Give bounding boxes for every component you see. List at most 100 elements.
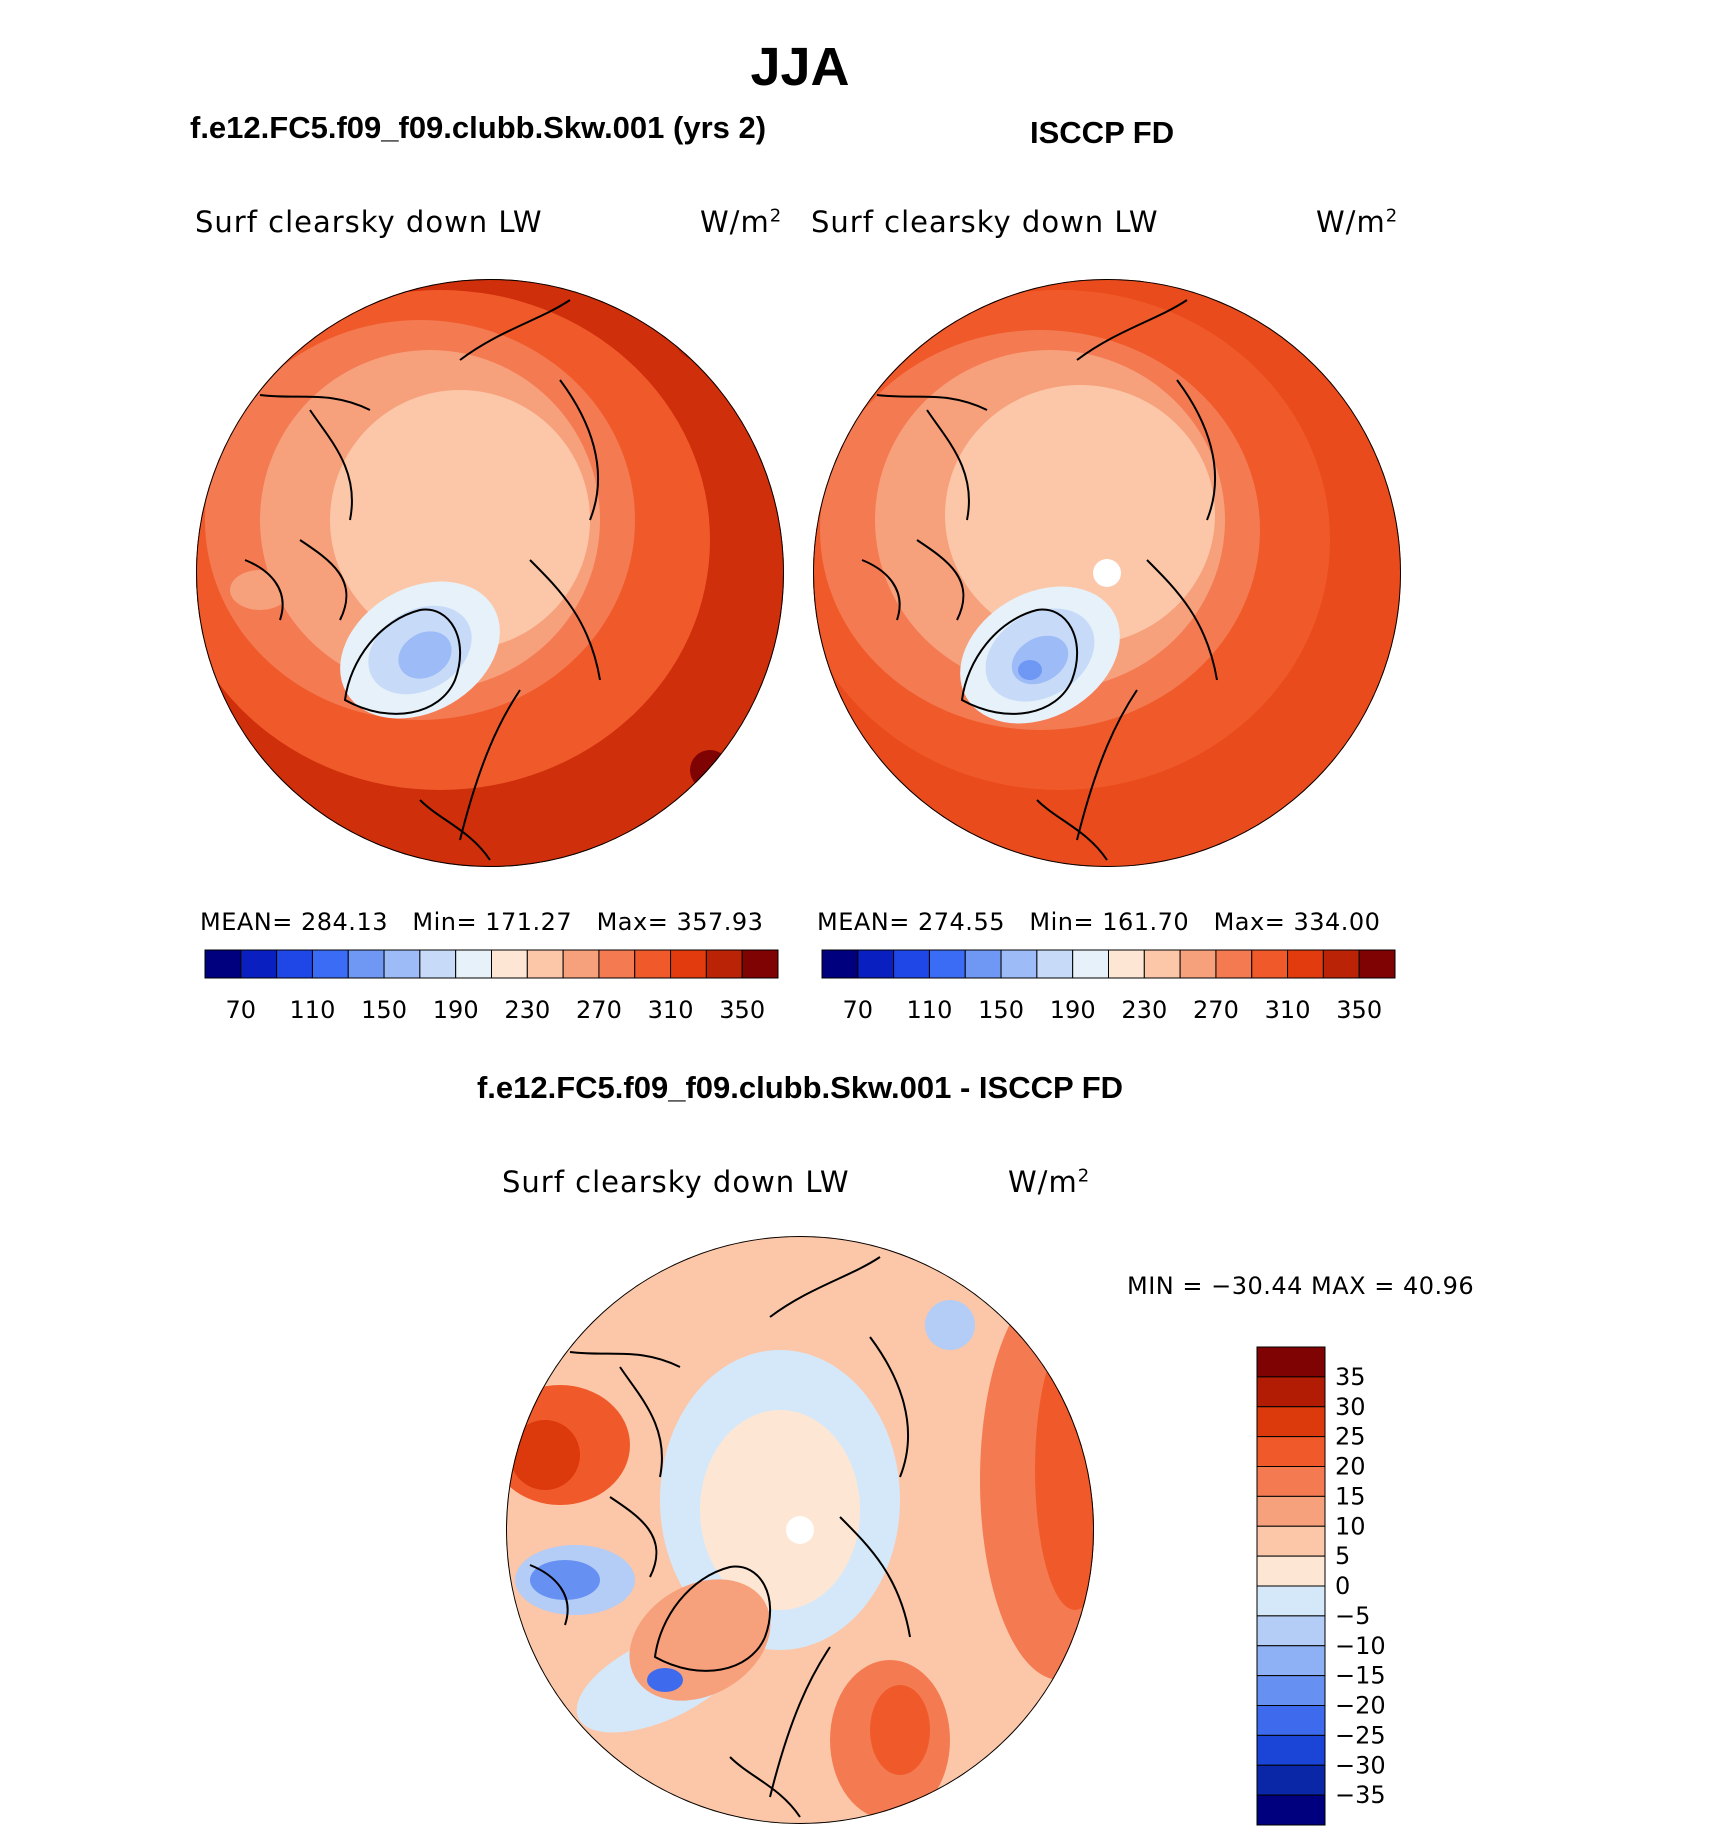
panel-3-colorbar-swatch xyxy=(1256,1705,1326,1736)
panel-2-min: 161.70 xyxy=(1102,908,1190,936)
panel-3-variable: Surf clearsky down LW xyxy=(502,1165,850,1199)
panel-2-colorbar-swatch xyxy=(1143,949,1181,979)
panel-1-colorbar-swatch xyxy=(741,949,779,979)
panel-1-max: 357.93 xyxy=(676,908,764,936)
panel-2-colorbar: 70 110 150 190 230 270 310 350 xyxy=(821,949,1396,1024)
panel-1-colorbar-swatch xyxy=(598,949,636,979)
panel-1-stats: MEAN= 284.13 Min= 171.27 Max= 357.93 xyxy=(200,908,764,936)
panel-3-colorbar-swatch xyxy=(1256,1585,1326,1617)
panel-1-min: 171.27 xyxy=(485,908,573,936)
panel-3-colorbar-tick-label: 35 xyxy=(1335,1363,1366,1391)
panel-2-colorbar-tick-label: 350 xyxy=(1336,996,1382,1024)
panel-2-colorbar-swatch xyxy=(1036,949,1074,979)
panel-2-stats: MEAN= 274.55 Min= 161.70 Max= 334.00 xyxy=(817,908,1381,936)
panel-2-colorbar-tick-label: 270 xyxy=(1193,996,1239,1024)
panel-3-colorbar-swatch xyxy=(1256,1675,1326,1706)
panel-2-colorbar-swatch xyxy=(1179,949,1217,979)
panel-1-colorbar-swatch xyxy=(419,949,457,979)
panel-1-colorbar-tick-label: 190 xyxy=(433,996,479,1024)
panel-3-colorbar-tick-label: −5 xyxy=(1335,1602,1370,1630)
panel-2-colorbar-swatch xyxy=(1251,949,1289,979)
panel-1-units: W/m2 xyxy=(700,205,783,239)
panel-1-colorbar-tick-label: 310 xyxy=(648,996,694,1024)
panel-3-colorbar-swatch xyxy=(1256,1376,1326,1408)
panel-2-colorbar-swatch xyxy=(1108,949,1145,979)
panel-3-colorbar-tick-label: −25 xyxy=(1335,1721,1386,1749)
panel-2-colorbar-tick-label: 110 xyxy=(907,996,953,1024)
panel-1-colorbar-swatch xyxy=(276,949,313,979)
panel-2-colorbar-swatch xyxy=(1000,949,1038,979)
panel-2-title: ISCCP FD xyxy=(1030,115,1175,150)
panel-1-mean: 284.13 xyxy=(301,908,388,936)
panel-2-colorbar-tick-label: 310 xyxy=(1265,996,1311,1024)
panel-2-colorbar-swatch xyxy=(1072,949,1109,979)
panel-2-colorbar-tick-label: 150 xyxy=(978,996,1024,1024)
figure-title: JJA xyxy=(750,37,850,97)
panel-3-colorbar-tick-label: 20 xyxy=(1335,1453,1366,1481)
panel-2-colorbar-swatch xyxy=(857,949,895,979)
panel-1-colorbar-swatch xyxy=(670,949,707,979)
panel-2-colorbar-swatch xyxy=(893,949,930,979)
panel-2-colorbar-swatch xyxy=(1322,949,1360,979)
panel-1-colorbar-swatch xyxy=(347,949,385,979)
panel-2-map xyxy=(813,279,1401,867)
panel-1-colorbar-swatch xyxy=(562,949,600,979)
panel-3-colorbar-tick-label: −20 xyxy=(1335,1692,1386,1720)
panel-1-colorbar-swatch xyxy=(455,949,492,979)
panel-2-colorbar-swatch xyxy=(1358,949,1396,979)
panel-1-colorbar-swatch xyxy=(705,949,743,979)
panel-3-units: W/m2 xyxy=(1008,1165,1091,1199)
panel-3-colorbar-swatch xyxy=(1256,1555,1326,1587)
panel-1-colorbar-swatch xyxy=(526,949,564,979)
panel-3-colorbar-tick-label: 25 xyxy=(1335,1423,1366,1451)
panel-3-colorbar-swatch xyxy=(1256,1495,1326,1527)
panel-3-minmax: MIN = −30.44 MAX = 40.96 xyxy=(1127,1272,1475,1300)
panel-1-variable: Surf clearsky down LW xyxy=(195,205,543,239)
panel-3-colorbar-swatch xyxy=(1256,1406,1326,1438)
panel-1-colorbar-swatch xyxy=(240,949,278,979)
panel-1-colorbar-swatch xyxy=(383,949,421,979)
panel-3-colorbar-swatch xyxy=(1256,1466,1326,1497)
panel-2-colorbar-swatch xyxy=(964,949,1002,979)
panel-1-colorbar-tick-label: 270 xyxy=(576,996,622,1024)
panel-3-title: f.e12.FC5.f09_f09.clubb.Skw.001 - ISCCP … xyxy=(476,1070,1124,1105)
panel-1-colorbar-swatch xyxy=(491,949,528,979)
panel-1-colorbar-swatch xyxy=(311,949,349,979)
panel-1-colorbar-swatch xyxy=(204,949,242,979)
panel-3-colorbar-swatch xyxy=(1256,1525,1326,1557)
panel-1-colorbar: 70 110 150 190 230 270 310 350 xyxy=(204,949,779,1024)
panel-2-colorbar-tick-label: 230 xyxy=(1121,996,1167,1024)
panel-2-colorbar-swatch xyxy=(1215,949,1253,979)
panel-3-colorbar-tick-label: 0 xyxy=(1335,1572,1350,1600)
panel-1-colorbar-tick-label: 230 xyxy=(504,996,550,1024)
panel-2-colorbar-swatch xyxy=(821,949,859,979)
panel-1-colorbar-tick-label: 350 xyxy=(719,996,765,1024)
panel-2-colorbar-tick-label: 190 xyxy=(1050,996,1096,1024)
panel-2-units: W/m2 xyxy=(1316,205,1399,239)
panel-3-colorbar-tick-label: −15 xyxy=(1335,1662,1386,1690)
panel-1-colorbar-tick-label: 70 xyxy=(226,996,257,1024)
panel-2-colorbar-tick-label: 70 xyxy=(843,996,874,1024)
panel-3-colorbar-tick-label: −30 xyxy=(1335,1751,1386,1779)
panel-1-colorbar-swatch xyxy=(634,949,672,979)
panel-3-colorbar-swatch xyxy=(1256,1615,1326,1647)
panel-3-colorbar-swatch xyxy=(1256,1764,1326,1796)
panel-2-max: 334.00 xyxy=(1293,908,1381,936)
panel-3-colorbar-tick-label: 10 xyxy=(1335,1512,1366,1540)
panel-1-title: f.e12.FC5.f09_f09.clubb.Skw.001 (yrs 2) xyxy=(190,110,767,145)
panel-3-colorbar-swatch xyxy=(1256,1645,1326,1677)
panel-3-colorbar-swatch xyxy=(1256,1436,1326,1467)
panel-3-colorbar-tick-label: −35 xyxy=(1335,1781,1386,1809)
panel-1-map xyxy=(196,279,784,867)
panel-1-colorbar-tick-label: 110 xyxy=(290,996,336,1024)
panel-3-colorbar-swatch xyxy=(1256,1794,1326,1826)
panel-2-colorbar-swatch xyxy=(1287,949,1324,979)
panel-3-colorbar-tick-label: 30 xyxy=(1335,1393,1366,1421)
panel-3-colorbar-tick-label: 15 xyxy=(1335,1482,1366,1510)
panel-3-map xyxy=(506,1236,1094,1824)
panel-1-colorbar-tick-label: 150 xyxy=(361,996,407,1024)
panel-2-mean: 274.55 xyxy=(918,908,1005,936)
panel-3-colorbar-tick-label: 5 xyxy=(1335,1542,1350,1570)
